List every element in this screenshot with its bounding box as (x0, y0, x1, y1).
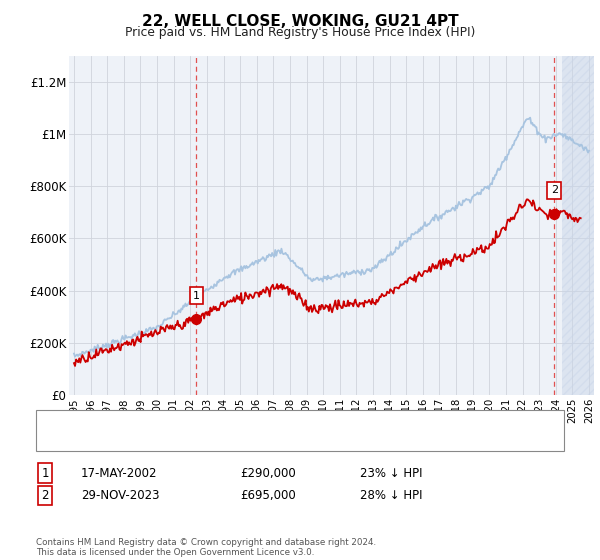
Text: 28% ↓ HPI: 28% ↓ HPI (360, 489, 422, 502)
Text: 2: 2 (41, 489, 49, 502)
Text: £695,000: £695,000 (240, 489, 296, 502)
Text: 23% ↓ HPI: 23% ↓ HPI (360, 466, 422, 480)
Text: 17-MAY-2002: 17-MAY-2002 (81, 466, 157, 480)
Text: Price paid vs. HM Land Registry's House Price Index (HPI): Price paid vs. HM Land Registry's House … (125, 26, 475, 39)
Text: HPI: Average price, detached house, Woking: HPI: Average price, detached house, Woki… (104, 435, 357, 445)
Bar (562, 56, 594, 395)
Text: 29-NOV-2023: 29-NOV-2023 (81, 489, 160, 502)
Text: Contains HM Land Registry data © Crown copyright and database right 2024.
This d: Contains HM Land Registry data © Crown c… (36, 538, 376, 557)
Text: 22, WELL CLOSE, WOKING, GU21 4PT: 22, WELL CLOSE, WOKING, GU21 4PT (142, 14, 458, 29)
Text: 1: 1 (41, 466, 49, 480)
Text: 1: 1 (193, 291, 200, 301)
Text: 2: 2 (551, 185, 558, 195)
Text: 22, WELL CLOSE, WOKING, GU21 4PT (detached house): 22, WELL CLOSE, WOKING, GU21 4PT (detach… (104, 417, 419, 427)
Text: £290,000: £290,000 (240, 466, 296, 480)
